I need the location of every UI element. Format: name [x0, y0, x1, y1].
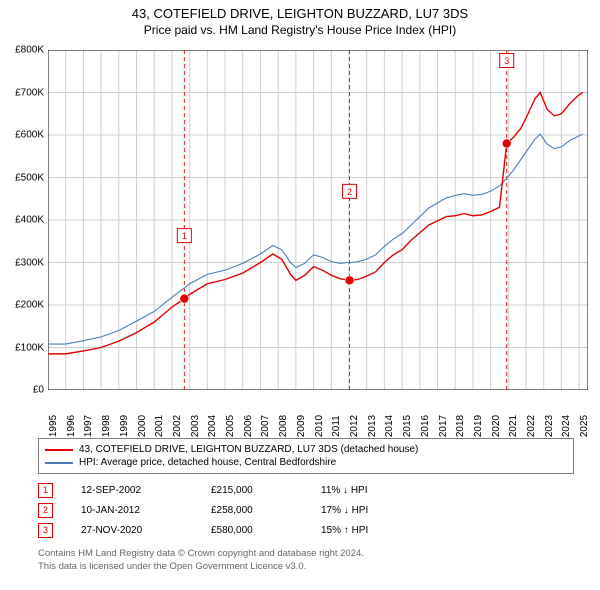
- footer-attribution: Contains HM Land Registry data © Crown c…: [38, 548, 364, 574]
- marker-number-box: 3: [38, 523, 53, 538]
- marker-diff: 11% ↓ HPI: [321, 485, 421, 496]
- x-tick-label: 2006: [243, 415, 254, 437]
- x-tick-label: 2013: [367, 415, 378, 437]
- chart-plot-area: 1 2 3: [48, 50, 588, 390]
- y-tick-label: £0: [33, 385, 44, 396]
- x-tick-label: 2000: [137, 415, 148, 437]
- chart-container: 43, COTEFIELD DRIVE, LEIGHTON BUZZARD, L…: [0, 0, 600, 590]
- marker-table-row: 1 12-SEP-2002£215,00011% ↓ HPI: [38, 480, 421, 500]
- x-tick-label: 2022: [526, 415, 537, 437]
- x-tick-label: 2018: [455, 415, 466, 437]
- x-tick-label: 2025: [579, 415, 590, 437]
- marker-table: 1 12-SEP-2002£215,00011% ↓ HPI 2 10-JAN-201…: [38, 480, 421, 540]
- x-tick-label: 2004: [207, 415, 218, 437]
- x-tick-label: 1999: [119, 415, 130, 437]
- x-tick-label: 2001: [154, 415, 165, 437]
- marker-date: 27-NOV-2020: [81, 525, 211, 536]
- x-tick-label: 2008: [278, 415, 289, 437]
- legend-label: HPI: Average price, detached house, Cent…: [79, 457, 336, 468]
- x-tick-label: 2020: [491, 415, 502, 437]
- y-tick-label: £700K: [15, 87, 44, 98]
- x-tick-label: 2005: [225, 415, 236, 437]
- x-tick-label: 1995: [48, 415, 59, 437]
- x-tick-label: 2012: [349, 415, 360, 437]
- legend-label: 43, COTEFIELD DRIVE, LEIGHTON BUZZARD, L…: [79, 444, 418, 455]
- legend-row: 43, COTEFIELD DRIVE, LEIGHTON BUZZARD, L…: [45, 443, 567, 456]
- x-tick-label: 1997: [83, 415, 94, 437]
- y-tick-label: £100K: [15, 342, 44, 353]
- marker-price: £258,000: [211, 505, 321, 516]
- legend-swatch: [45, 449, 73, 451]
- marker-table-row: 2 10-JAN-2012£258,00017% ↓ HPI: [38, 500, 421, 520]
- y-tick-label: £500K: [15, 172, 44, 183]
- chart-svg: 1 2 3: [48, 50, 588, 390]
- y-tick-label: £600K: [15, 130, 44, 141]
- legend-row: HPI: Average price, detached house, Cent…: [45, 456, 567, 469]
- footer-line-2: This data is licensed under the Open Gov…: [38, 561, 364, 574]
- legend-swatch: [45, 462, 73, 464]
- chart-title: 43, COTEFIELD DRIVE, LEIGHTON BUZZARD, L…: [0, 6, 600, 21]
- x-tick-label: 2017: [438, 415, 449, 437]
- y-tick-label: £200K: [15, 300, 44, 311]
- marker-number-box: 2: [38, 503, 53, 518]
- x-tick-label: 2007: [260, 415, 271, 437]
- marker-price: £580,000: [211, 525, 321, 536]
- x-tick-label: 2011: [331, 415, 342, 437]
- x-tick-label: 2002: [172, 415, 183, 437]
- y-tick-label: £300K: [15, 257, 44, 268]
- marker-date: 10-JAN-2012: [81, 505, 211, 516]
- x-tick-label: 2024: [561, 415, 572, 437]
- x-tick-label: 2019: [473, 415, 484, 437]
- title-block: 43, COTEFIELD DRIVE, LEIGHTON BUZZARD, L…: [0, 0, 600, 37]
- x-tick-label: 2009: [296, 415, 307, 437]
- y-tick-label: £800K: [15, 45, 44, 56]
- x-tick-label: 1998: [101, 415, 112, 437]
- x-tick-label: 2003: [190, 415, 201, 437]
- marker-table-row: 3 27-NOV-2020£580,00015% ↑ HPI: [38, 520, 421, 540]
- x-tick-label: 2016: [420, 415, 431, 437]
- legend: 43, COTEFIELD DRIVE, LEIGHTON BUZZARD, L…: [38, 438, 574, 474]
- y-axis-labels: £0£100K£200K£300K£400K£500K£600K£700K£80…: [0, 50, 46, 390]
- marker-diff: 17% ↓ HPI: [321, 505, 421, 516]
- x-tick-label: 2015: [402, 415, 413, 437]
- svg-text:2: 2: [347, 187, 352, 197]
- x-axis-labels: 1995 1996 1997 1998 1999 2000 2001 2002 2003 2004…: [48, 392, 588, 436]
- marker-price: £215,000: [211, 485, 321, 496]
- y-tick-label: £400K: [15, 215, 44, 226]
- x-tick-label: 1996: [66, 415, 77, 437]
- x-tick-label: 2014: [384, 415, 395, 437]
- svg-text:3: 3: [504, 56, 509, 66]
- marker-diff: 15% ↑ HPI: [321, 525, 421, 536]
- x-tick-label: 2021: [508, 415, 519, 437]
- x-tick-label: 2023: [544, 415, 555, 437]
- marker-date: 12-SEP-2002: [81, 485, 211, 496]
- footer-line-1: Contains HM Land Registry data © Crown c…: [38, 548, 364, 561]
- x-tick-label: 2010: [314, 415, 325, 437]
- marker-number-box: 1: [38, 483, 53, 498]
- svg-text:1: 1: [182, 231, 187, 241]
- chart-subtitle: Price paid vs. HM Land Registry's House …: [0, 23, 600, 37]
